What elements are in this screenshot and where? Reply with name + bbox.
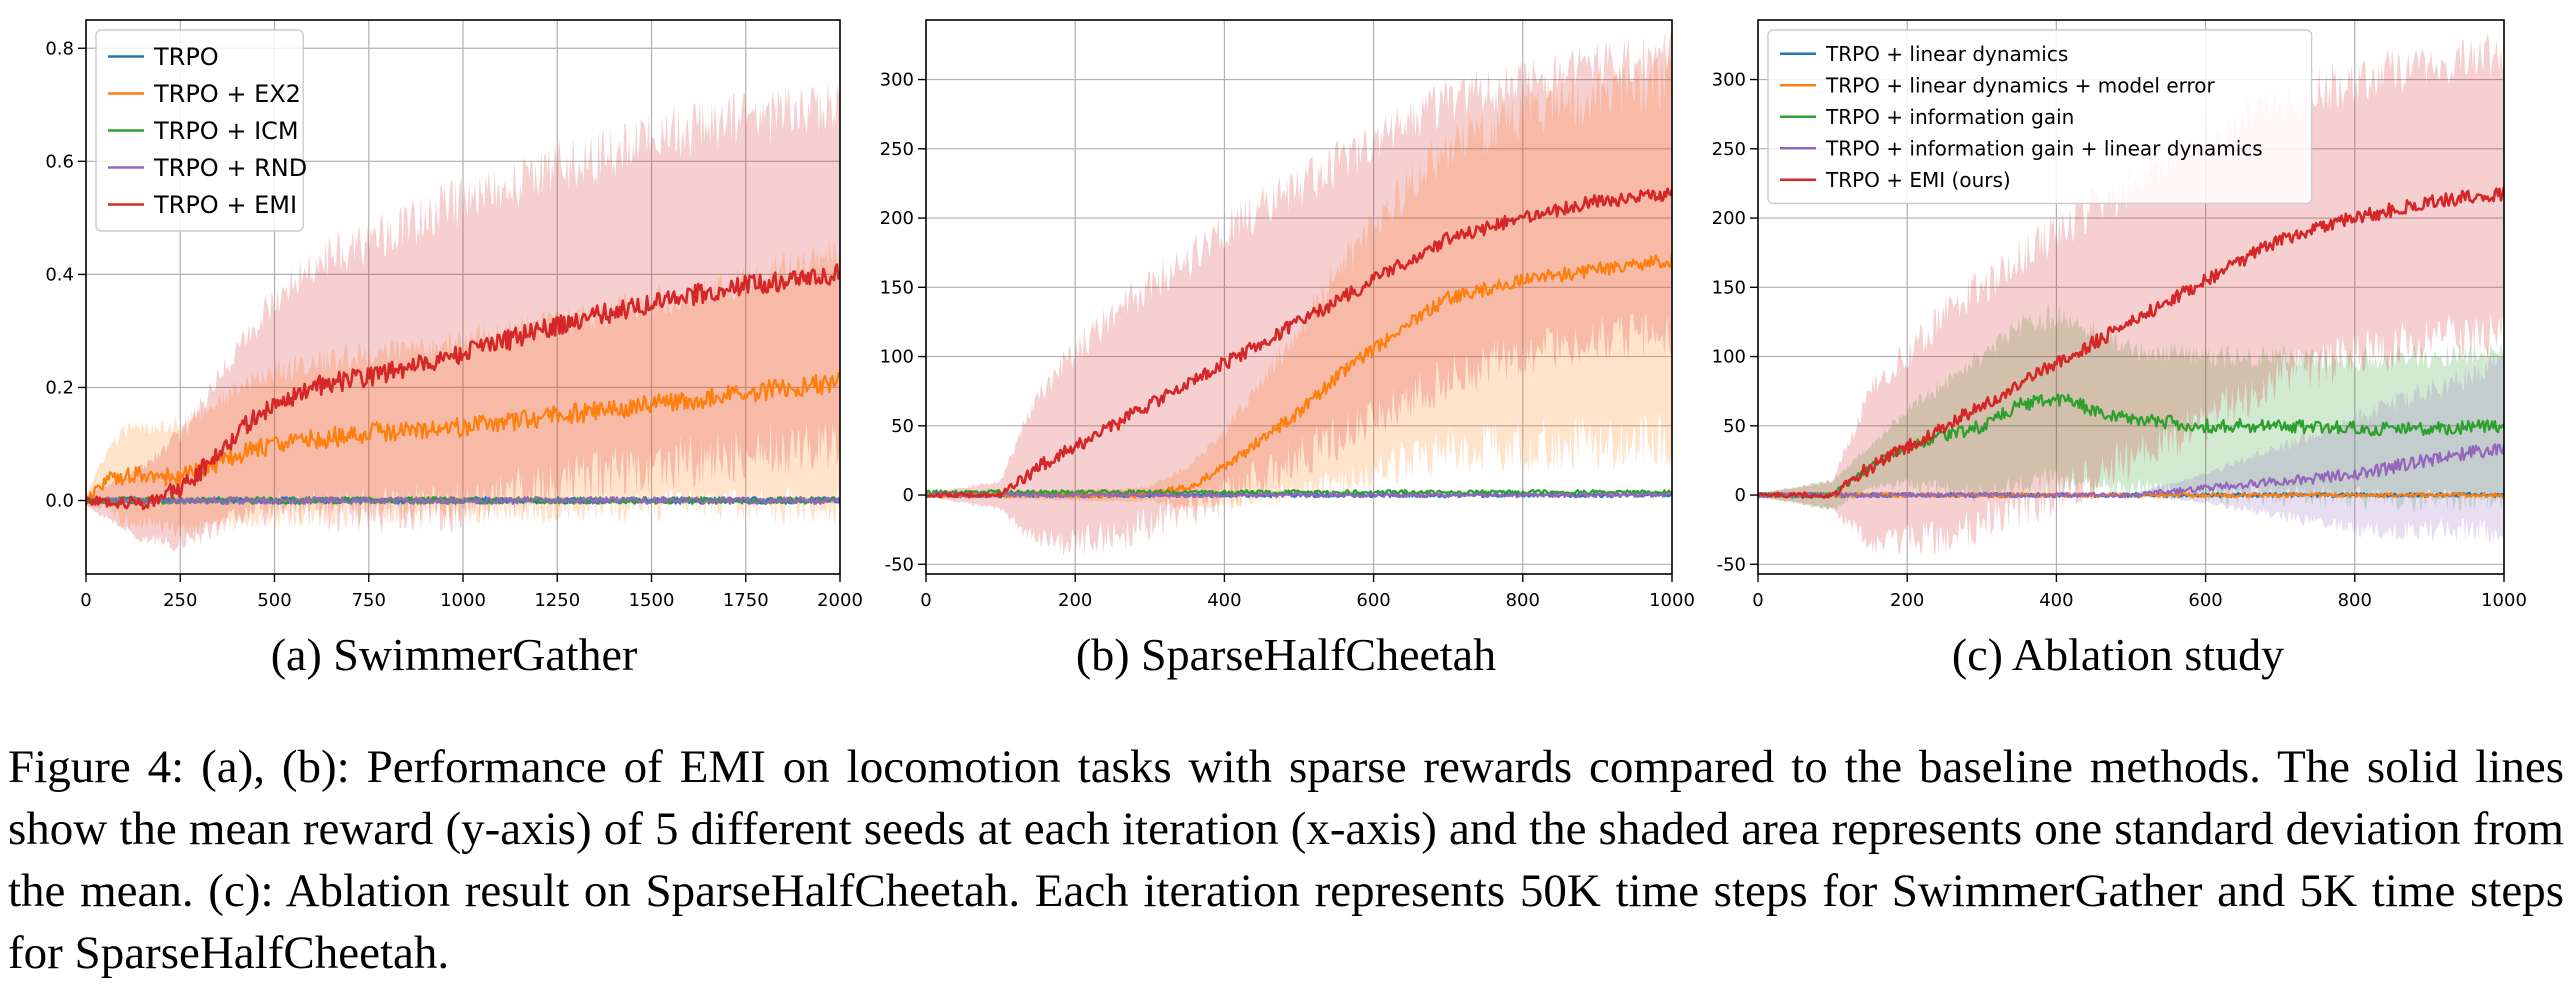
legend-entry: TRPO + information gain + linear dynamic…: [1825, 136, 2263, 160]
legend-box: [1767, 29, 2313, 205]
legend-entry: TRPO + EX2: [153, 80, 301, 108]
x-tick-label: 800: [1506, 590, 1540, 611]
y-tick-label: 0.2: [45, 377, 74, 398]
x-tick-label: 600: [1356, 590, 1390, 611]
y-tick-label: 100: [880, 347, 914, 368]
x-tick-label: 800: [2338, 590, 2372, 611]
y-tick-label: 0.4: [45, 264, 74, 285]
y-tick-label: 50: [891, 416, 914, 437]
x-tick-label: 0: [920, 590, 931, 611]
y-tick-label: 0.0: [45, 491, 74, 512]
x-tick-label: 200: [1890, 590, 1924, 611]
axes-frame: [925, 19, 1673, 575]
y-tick-label: 150: [1712, 277, 1746, 298]
x-tick-label: 1000: [2481, 590, 2527, 611]
x-tick-label: 2000: [817, 590, 863, 611]
x-tick-label: 400: [2039, 590, 2073, 611]
x-tick-label: 1500: [629, 590, 675, 611]
std-band-red: [1758, 32, 2504, 557]
legend: TRPO TRPO + EX2 TRPO + ICM TRPO + RND TRPO +…: [95, 29, 307, 232]
legend-entry: TRPO + information gain: [1825, 105, 2074, 129]
subcaption-a: (a) SwimmerGather: [270, 629, 638, 680]
x-tick-label: 400: [1207, 590, 1241, 611]
y-tick-label: 0: [1735, 485, 1746, 506]
axes-frame: [1757, 19, 2505, 575]
series-line-red: [86, 263, 840, 511]
y-tick-label: 100: [1712, 347, 1746, 368]
std-band-orange: [86, 239, 840, 540]
y-tick-label: -50: [1717, 554, 1746, 575]
y-tick-label: 250: [1712, 139, 1746, 160]
subcaption-b: (b) SparseHalfCheetah: [1075, 629, 1497, 680]
series-line-red: [1758, 186, 2504, 500]
y-tick-label: 150: [880, 277, 914, 298]
y-tick-label: 0.8: [45, 38, 74, 59]
series-line-purple: [86, 496, 840, 505]
series-line-red: [926, 187, 1672, 499]
y-tick-label: 0.6: [45, 151, 74, 172]
y-tick-label: 300: [880, 70, 914, 91]
x-tick-label: 1000: [1649, 590, 1695, 611]
series-line-purple: [926, 491, 1672, 499]
plot-area: [926, 32, 1672, 557]
legend: TRPO + linear dynamics TRPO + linear dyna…: [1767, 29, 2313, 205]
x-tick-label: 750: [352, 590, 386, 611]
y-tick-label: 0: [903, 485, 914, 506]
legend-entry: TRPO + ICM: [153, 117, 299, 145]
legend-entry: TRPO + linear dynamics + model error: [1825, 73, 2216, 97]
series-line-purple: [1758, 443, 2504, 499]
plot-area: [86, 80, 840, 552]
figure-caption: Figure 4: (a), (b): Performance of EMI o…: [8, 741, 2564, 979]
x-tick-label: 500: [257, 590, 291, 611]
legend-box: [95, 29, 304, 232]
x-tick-label: 0: [1752, 590, 1763, 611]
x-tick-label: 600: [2188, 590, 2222, 611]
x-tick-label: 1250: [534, 590, 580, 611]
chart-panel-c: 0 200 400 600 800 1000 -50 0 50 100 150 200 250 300 TR…: [1712, 19, 2527, 611]
chart-panel-b: 0 200 400 600 800 1000 -50 0 50 100 150 200 250 300: [880, 19, 1695, 611]
x-tick-label: 1750: [723, 590, 769, 611]
y-tick-label: 50: [1723, 416, 1746, 437]
y-tick-label: 250: [880, 139, 914, 160]
y-tick-label: 300: [1712, 70, 1746, 91]
legend-entry: TRPO + EMI (ours): [1825, 168, 2011, 192]
legend-entry: TRPO + linear dynamics: [1825, 42, 2068, 66]
y-tick-label: 200: [1712, 208, 1746, 229]
x-tick-label: 200: [1058, 590, 1092, 611]
x-tick-label: 1000: [440, 590, 486, 611]
chart-panel-a: 0 250 500 750 1000 1250 1500 1750 2000 0.0 0.2 0.4 0…: [45, 19, 863, 611]
std-band-green: [1758, 304, 2504, 513]
plot-area: [1758, 32, 2504, 557]
subcaption-c: (c) Ablation study: [1951, 629, 2285, 680]
x-tick-label: 250: [163, 590, 197, 611]
legend-entry: TRPO: [153, 43, 219, 71]
y-tick-label: 200: [880, 208, 914, 229]
y-tick-label: -50: [885, 554, 914, 575]
legend-entry: TRPO + EMI: [153, 191, 297, 219]
std-band-orange: [926, 51, 1672, 512]
std-band-red: [86, 80, 840, 552]
x-tick-label: 0: [80, 590, 91, 611]
legend-entry: TRPO + RND: [153, 154, 307, 182]
